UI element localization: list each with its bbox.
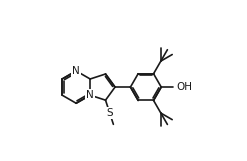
Text: N: N — [72, 66, 80, 76]
Text: S: S — [106, 108, 113, 118]
Text: OH: OH — [177, 82, 193, 92]
Text: N: N — [86, 90, 94, 100]
